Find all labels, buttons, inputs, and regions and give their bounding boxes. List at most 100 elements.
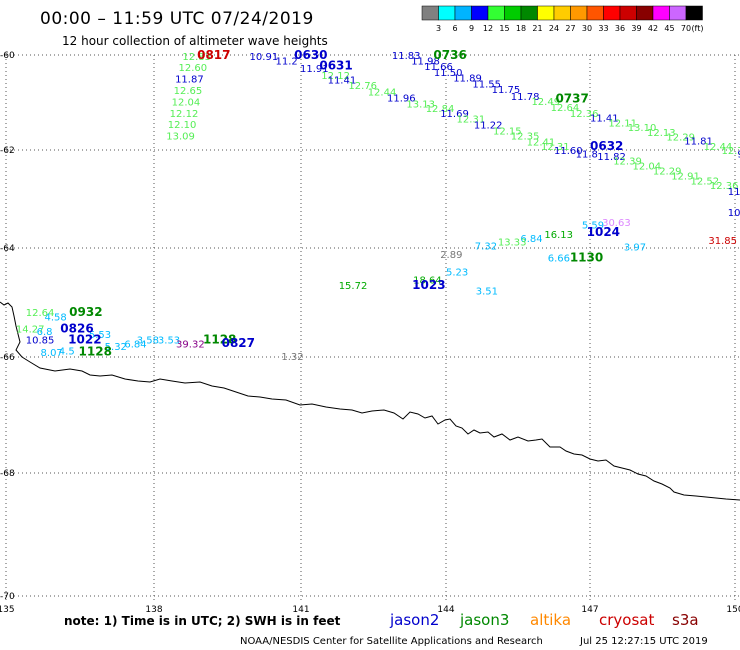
coastline-path [0,301,740,501]
swh-value: 1.32 [281,352,303,363]
swh-value: 18.64 [413,275,442,286]
legend-unit: (ft) [691,24,703,33]
legend-label: 70 [681,24,691,33]
satellite-legend: jason2 jason3 altika cryosat s3a [389,611,699,629]
swh-value: 11.8 [576,149,598,160]
swh-value: 12.29 [653,167,682,178]
swh-value: 12.84 [426,104,455,115]
swh-value: 12.31 [457,114,486,125]
pass-time-label: 0827 [222,336,255,350]
coastline [0,301,740,501]
legend-label: 18 [516,24,526,33]
swh-value: 5.23 [446,267,468,278]
swh-value: 6.84 [124,340,146,351]
swh-value: 12.13 [647,128,676,139]
legend-swatch [669,5,687,21]
swh-value: 16.13 [544,230,573,241]
legend-label: 6 [452,24,457,33]
swh-value: 12.39 [613,157,642,168]
pass-time-label: 0631 [319,58,352,72]
legend-swatch [487,5,505,21]
swh-value: 12.60 [179,63,208,74]
swh-value: 31.85 [708,236,737,247]
legend-swatch [603,5,621,21]
swh-value: 15.72 [339,281,368,292]
swh-value: 6.8 [37,327,53,338]
lon-tick-label: 135 [0,605,15,615]
footer-note: note: 1) Time is in UTC; 2) SWH is in fe… [64,614,341,628]
swh-value: 8.07 [41,348,63,359]
pass-time-label: 1024 [587,225,620,239]
swh-value: 39.32 [176,340,205,351]
swh-value: 11.75 [492,85,521,96]
legend-swatch [438,5,456,21]
legend-swatch [454,5,472,21]
legend-swatch [421,5,439,21]
swh-value: 12.10 [168,120,197,131]
legend-label: 9 [469,24,474,33]
swh-value: 6.66 [548,254,570,265]
swh-value: 11.55 [472,79,501,90]
legend-label: 21 [532,24,542,33]
legend-label: 24 [549,24,559,33]
swh-value: 12.12 [170,109,199,120]
pass-time-label: 0737 [555,92,588,106]
swh-value: 13.33 [498,238,527,249]
swh-value: 11.82 [597,152,626,163]
swh-value: 12.76 [348,81,377,92]
legend-label: 27 [565,24,575,33]
legend-swatch [471,5,489,21]
swh-value: 11.50 [728,187,740,198]
swh-value: 11.2 [276,57,298,68]
swh-value: 3.53 [158,335,180,346]
lat-tick-label: -66 [0,353,15,363]
lon-tick-label: 141 [292,605,309,615]
swh-measurements: 12.8312.6011.8712.6512.0412.1212.1013.09… [16,51,740,363]
map-subtitle: 12 hour collection of altimeter wave hei… [62,34,328,48]
legend-swatch [586,5,604,21]
swh-value: 5.59 [582,220,604,231]
swh-value: 12.29 [666,133,695,144]
swh-value: 11.96 [387,94,416,105]
swh-value: 4.58 [44,312,66,323]
pass-time-label: 0736 [433,48,466,62]
swh-value: 11.50 [434,68,463,79]
swh-value: 12.52 [691,176,720,187]
swh-value: 12.11 [608,118,637,129]
swh-value: 11.41 [590,114,619,125]
swh-value: 11.69 [440,109,469,120]
swh-value: 12.64 [26,308,55,319]
swh-value: 11.89 [453,74,482,85]
swh-value: 12.36 [570,109,599,120]
swh-value: 12.35 [511,132,540,143]
pass-time-label: 1130 [570,251,603,265]
legend-swatch [570,5,588,21]
swh-value: 11.41 [328,76,357,87]
swh-value: 13.10 [628,123,657,134]
swh-value: 11.78 [511,92,540,103]
satellite-altika: altika [530,611,571,629]
swh-value: 7.32 [475,242,497,253]
swh-value: 12.04 [172,97,201,108]
satellite-cryosat: cryosat [599,611,654,629]
swh-value: 12.65 [174,86,203,97]
legend-label: 42 [648,24,658,33]
pass-time-label: 1023 [412,278,445,292]
lat-tick-label: -64 [0,244,15,254]
swh-value: 5.53 [89,330,111,341]
swh-value: 11.98 [411,57,440,68]
legend-label: 36 [615,24,625,33]
legend-swatch [553,5,571,21]
lat-lon-grid: 135 138 141 144 147 150 -60 -62 -64 -66 -68 -70 [0,51,740,615]
swh-value: 11.66 [424,62,453,73]
pass-time-label: 0826 [60,321,93,335]
generated-timestamp: Jul 25 12:27:15 UTC 2019 [579,636,708,647]
satellite-jason3: jason3 [459,611,509,629]
swh-value: 11.91 [300,64,329,75]
color-legend: 3 6 9 12 15 18 21 24 27 30 33 36 39 42 45 70 (ft) [421,5,704,33]
swh-value: 12.64 [551,103,580,114]
swh-value: 9.9 [737,149,740,160]
swh-value: 12.36 [710,181,739,192]
legend-label: 3 [436,24,441,33]
swh-value: 12.31 [541,142,570,153]
